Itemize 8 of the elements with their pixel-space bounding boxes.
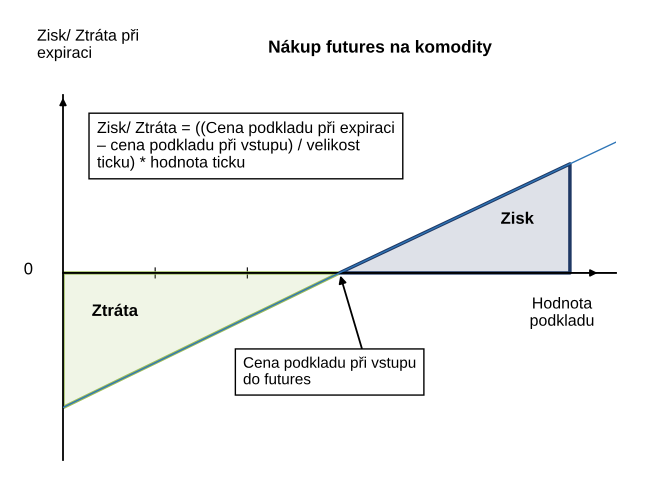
- text: Zisk/ Ztráta při expiraci: [38, 28, 138, 62]
- text: 0: [24, 262, 32, 274]
- annotation: Zisk/ Ztráta = ((Cena podkladu při expiraci – cena podkladu při vstupu) / velikost ticku) * hodnota ticku: [97, 121, 394, 171]
- annotation: Cena podkladu při vstupu do futures: [244, 356, 416, 384]
- chart-title: Nákup futures na komodity: [269, 40, 492, 56]
- series-label: Zisk: [501, 212, 534, 224]
- series-label: Ztráta: [92, 304, 138, 316]
- x-axis-title: Hodnota podkladu: [530, 296, 594, 330]
